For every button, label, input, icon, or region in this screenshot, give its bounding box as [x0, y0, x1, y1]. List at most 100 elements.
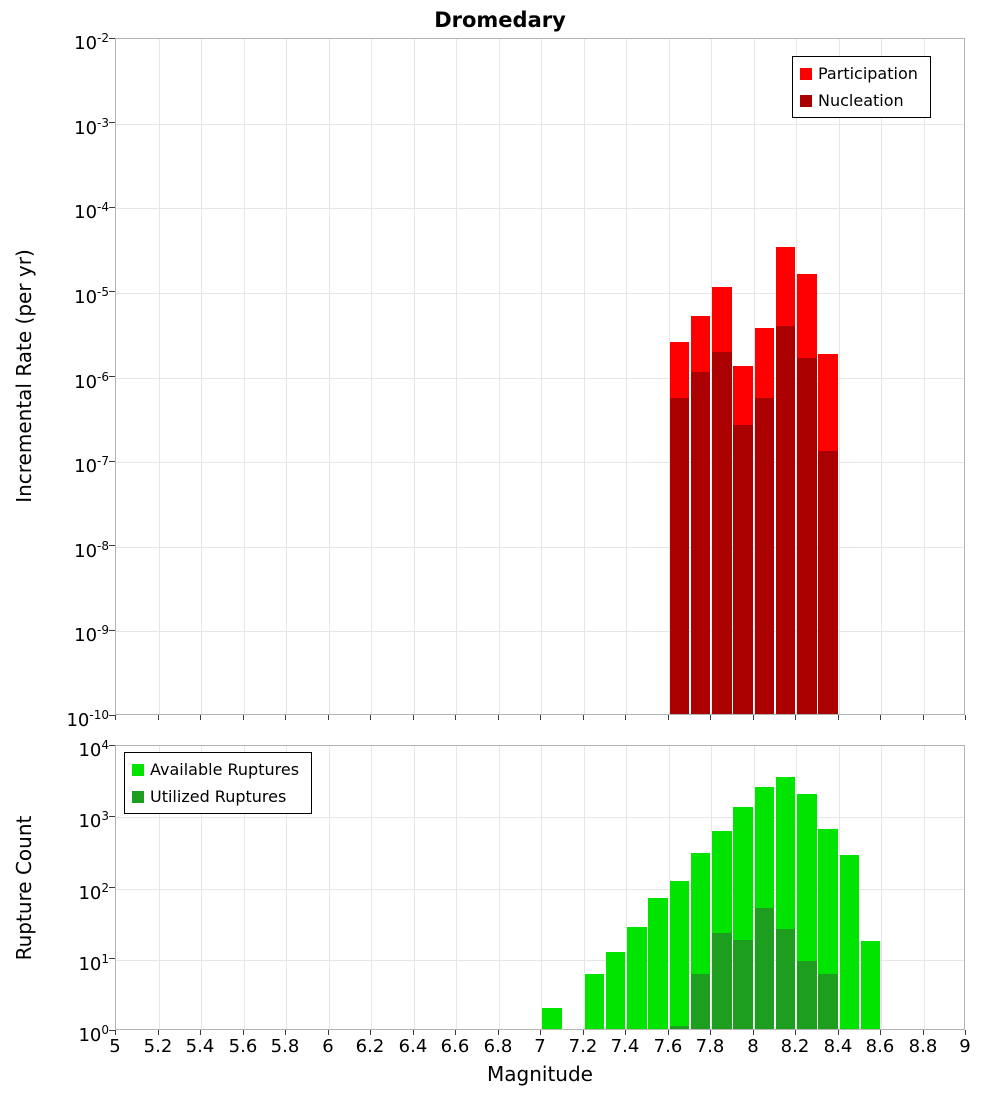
x-tick-label: 9 — [959, 1036, 971, 1057]
grid-line-vertical — [244, 746, 245, 1029]
x-tick — [710, 1030, 711, 1035]
grid-line-vertical — [584, 39, 585, 714]
y-tick-label: 10-7 — [74, 454, 109, 477]
grid-line-vertical — [584, 746, 585, 1029]
x-tick-label: 7.2 — [568, 1036, 598, 1057]
x-tick-label: 7.6 — [653, 1036, 683, 1057]
y-tick — [109, 545, 115, 546]
x-tick-label: 7 — [534, 1036, 546, 1057]
x-tick — [583, 1030, 584, 1035]
legend-label: Nucleation — [818, 91, 904, 110]
bar-nucleation — [712, 351, 732, 714]
bar-nucleation — [690, 372, 711, 714]
grid-line-vertical — [839, 39, 840, 714]
grid-line-horizontal — [116, 960, 964, 961]
x-tick — [540, 1030, 541, 1035]
y-tick — [109, 816, 115, 817]
legend-label: Participation — [818, 64, 918, 83]
grid-line-vertical — [711, 746, 712, 1029]
top-y-axis-title: Incremental Rate (per yr) — [12, 249, 36, 503]
x-tick — [200, 715, 201, 720]
bar-utilized-ruptures — [733, 939, 753, 1029]
legend-entry: Available Ruptures — [132, 760, 299, 779]
x-tick-label: 5 — [109, 1036, 121, 1057]
y-tick — [109, 122, 115, 123]
legend-rate: Participation Nucleation — [792, 56, 931, 118]
bar-utilized-ruptures — [669, 1026, 689, 1029]
x-tick — [753, 715, 754, 720]
legend-entry: Participation — [800, 64, 918, 83]
x-tick — [498, 1030, 499, 1035]
bar-nucleation — [775, 325, 796, 714]
x-tick — [328, 715, 329, 720]
x-tick — [158, 715, 159, 720]
x-tick — [285, 1030, 286, 1035]
bar-available-ruptures — [584, 973, 604, 1029]
x-tick — [880, 715, 881, 720]
utilized-ruptures-swatch-icon — [132, 790, 144, 803]
x-tick — [370, 715, 371, 720]
grid-line-vertical — [244, 39, 245, 714]
bar-nucleation — [669, 397, 689, 714]
bar-utilized-ruptures — [818, 973, 838, 1029]
x-tick — [710, 715, 711, 720]
bar-available-ruptures — [839, 854, 859, 1029]
y-tick — [109, 887, 115, 888]
grid-line-vertical — [626, 39, 627, 714]
x-tick — [413, 715, 414, 720]
x-tick — [753, 1030, 754, 1035]
grid-line-vertical — [796, 39, 797, 714]
bar-utilized-ruptures — [754, 907, 774, 1029]
legend-label: Utilized Ruptures — [150, 787, 287, 806]
bar-available-ruptures — [542, 1007, 562, 1029]
grid-line-horizontal — [116, 293, 964, 294]
y-tick-label: 10-9 — [74, 623, 109, 646]
grid-line-horizontal — [116, 462, 964, 463]
grid-line-vertical — [881, 39, 882, 714]
y-tick-label: 101 — [78, 952, 109, 975]
bar-available-ruptures — [605, 952, 626, 1029]
grid-line-vertical — [711, 39, 712, 714]
legend-ruptures: Available Ruptures Utilized Ruptures — [124, 752, 313, 814]
x-tick-label: 6.2 — [355, 1036, 385, 1057]
grid-line-vertical — [201, 746, 202, 1029]
x-tick-label: 5.4 — [185, 1036, 215, 1057]
y-tick — [109, 376, 115, 377]
x-tick — [965, 715, 966, 720]
y-tick-label: 103 — [78, 809, 109, 832]
x-axis-title: Magnitude — [487, 1062, 593, 1086]
x-tick — [795, 715, 796, 720]
grid-line-vertical — [286, 746, 287, 1029]
bar-utilized-ruptures — [797, 961, 817, 1029]
y-tick-label: 10-5 — [74, 285, 109, 308]
x-tick-label: 6.4 — [398, 1036, 428, 1057]
x-tick — [115, 715, 116, 720]
grid-line-vertical — [456, 39, 457, 714]
grid-line-horizontal — [116, 547, 964, 548]
grid-line-vertical — [499, 39, 500, 714]
bar-nucleation — [818, 450, 838, 714]
y-tick-label: 102 — [78, 881, 109, 904]
y-tick — [109, 207, 115, 208]
y-tick-label: 10-6 — [74, 370, 109, 393]
y-tick — [109, 1030, 115, 1031]
x-tick — [498, 715, 499, 720]
x-tick — [838, 715, 839, 720]
y-tick — [109, 715, 115, 716]
bar-available-ruptures — [669, 880, 689, 1029]
x-tick — [838, 1030, 839, 1035]
x-tick — [625, 715, 626, 720]
x-tick — [455, 1030, 456, 1035]
grid-line-vertical — [924, 39, 925, 714]
y-tick — [109, 958, 115, 959]
x-tick — [923, 715, 924, 720]
grid-line-vertical — [499, 746, 500, 1029]
x-tick-label: 6.8 — [483, 1036, 513, 1057]
x-tick-label: 5.2 — [143, 1036, 173, 1057]
bottom-y-axis-title: Rupture Count — [12, 815, 36, 961]
y-tick-label: 10-3 — [74, 116, 109, 139]
grid-line-vertical — [329, 39, 330, 714]
grid-line-horizontal — [116, 631, 964, 632]
legend-label: Available Ruptures — [150, 760, 300, 779]
